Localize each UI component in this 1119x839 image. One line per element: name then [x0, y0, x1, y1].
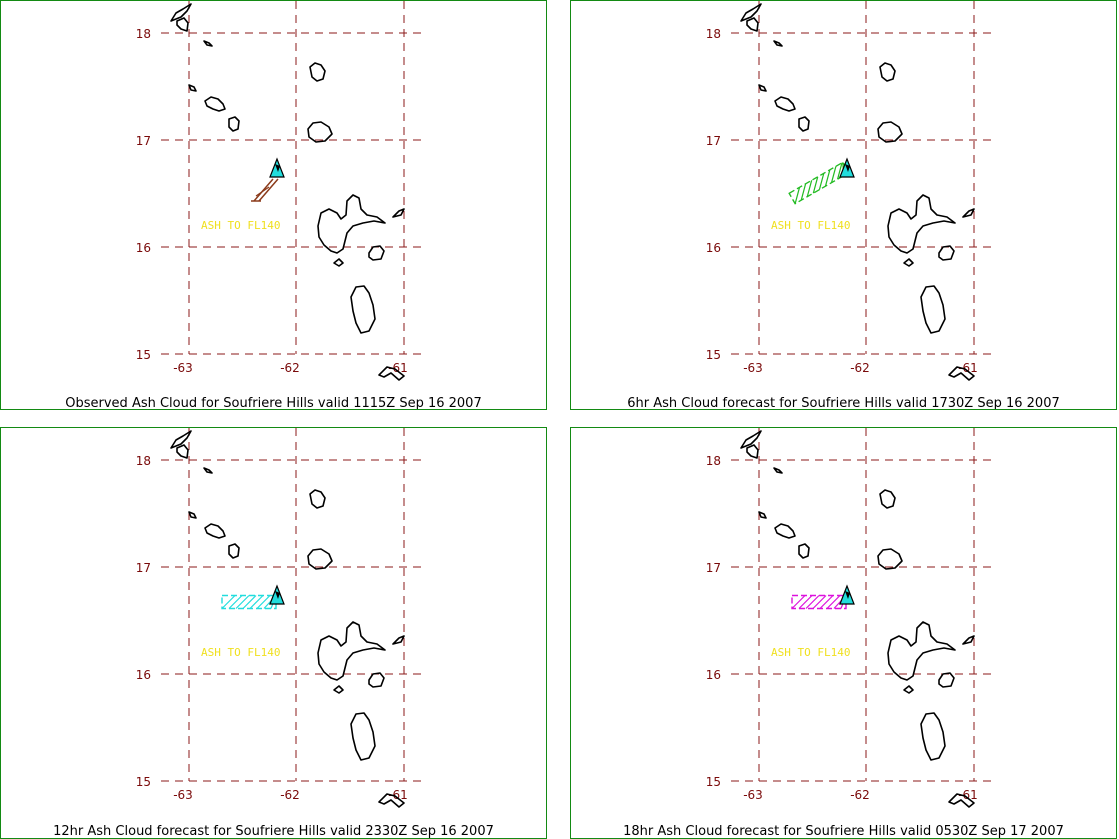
- panel-caption: 18hr Ash Cloud forecast for Soufriere Hi…: [623, 824, 1064, 839]
- lat-label: 18: [706, 27, 721, 41]
- lon-label: -61: [388, 361, 408, 375]
- lon-label: -61: [388, 788, 408, 802]
- coastline: [170, 3, 405, 381]
- lon-label: -62: [280, 788, 300, 802]
- lat-label: 18: [136, 454, 151, 468]
- lat-label: 17: [706, 134, 721, 148]
- lat-label: 16: [136, 241, 151, 255]
- graticule: [731, 1, 996, 355]
- map-observed: 18 17 16 15 -63 -62 -61 ASH TO FL140: [136, 1, 426, 381]
- coastline: [740, 430, 975, 808]
- lon-label: -63: [743, 788, 763, 802]
- graticule: [161, 1, 426, 355]
- lat-label: 15: [136, 348, 151, 362]
- ash-cloud-forecast: [791, 594, 847, 610]
- lon-label: -61: [958, 361, 978, 375]
- panel-18hr: 18 17 16 15 -63 -62 -61 ASH TO FL140 18hr Ash C…: [570, 427, 1117, 839]
- lat-label: 18: [706, 454, 721, 468]
- lat-label: 16: [706, 668, 721, 682]
- volcano-icon: [269, 157, 285, 178]
- lon-label: -63: [743, 361, 763, 375]
- ash-label: ASH TO FL140: [771, 646, 850, 659]
- lon-label: -63: [173, 361, 193, 375]
- ash-cloud-observed: [251, 178, 279, 202]
- lat-label: 15: [706, 775, 721, 789]
- coastline: [170, 430, 405, 808]
- lat-label: 16: [136, 668, 151, 682]
- lat-label: 15: [136, 775, 151, 789]
- panel-12hr: 18 17 16 15 -63 -62 -61 ASH TO FL140 12hr Ash C…: [0, 427, 547, 839]
- lat-label: 17: [706, 561, 721, 575]
- lon-label: -62: [850, 788, 870, 802]
- ash-cloud-forecast: [788, 161, 850, 205]
- lon-label: -62: [850, 361, 870, 375]
- lat-label: 17: [136, 134, 151, 148]
- volcano-icon: [269, 584, 285, 605]
- ash-label: ASH TO FL140: [771, 219, 850, 232]
- map-6hr: 18 17 16 15 -63 -62 -61 ASH TO FL140: [706, 1, 996, 381]
- ash-label: ASH TO FL140: [201, 646, 280, 659]
- lon-label: -61: [958, 788, 978, 802]
- panel-6hr: 18 17 16 15 -63 -62 -61 ASH TO FL140 6hr Ash Cl…: [570, 0, 1117, 410]
- lat-label: 17: [136, 561, 151, 575]
- lon-label: -63: [173, 788, 193, 802]
- ash-cloud-forecast: [221, 594, 277, 610]
- lat-label: 18: [136, 27, 151, 41]
- panel-caption: 12hr Ash Cloud forecast for Soufriere Hi…: [53, 824, 494, 839]
- lon-label: -62: [280, 361, 300, 375]
- panel-caption: Observed Ash Cloud for Soufriere Hills v…: [65, 396, 482, 410]
- volcano-icon: [839, 157, 855, 178]
- ash-label: ASH TO FL140: [201, 219, 280, 232]
- lat-label: 16: [706, 241, 721, 255]
- panel-observed: 18 17 16 15 -63 -62 -61 ASH TO FL140 Observed A…: [0, 0, 547, 410]
- map-18hr: 18 17 16 15 -63 -62 -61 ASH TO FL140: [706, 428, 996, 808]
- volcano-icon: [839, 584, 855, 605]
- panel-caption: 6hr Ash Cloud forecast for Soufriere Hil…: [627, 396, 1060, 410]
- map-12hr: 18 17 16 15 -63 -62 -61 ASH TO FL140: [136, 428, 426, 808]
- coastline: [740, 3, 975, 381]
- graticule: [731, 428, 996, 782]
- graticule: [161, 428, 426, 782]
- lat-label: 15: [706, 348, 721, 362]
